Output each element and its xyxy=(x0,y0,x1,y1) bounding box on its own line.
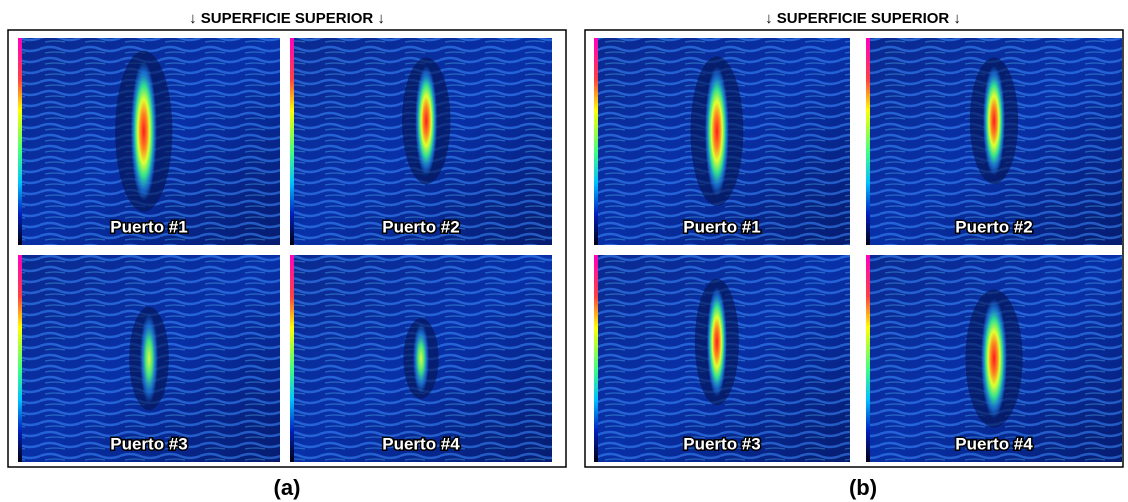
color-bar xyxy=(866,38,870,245)
image-label: Puerto #3 xyxy=(683,434,760,453)
image-label: Puerto #3 xyxy=(110,434,187,453)
panel-caption: (a) xyxy=(274,475,301,500)
image-label: Puerto #4 xyxy=(955,434,1033,453)
hot-spot xyxy=(981,299,1007,419)
figure: ↓ SUPERFICIE SUPERIOR ↓ (a) Puerto #1 Puert… xyxy=(0,0,1128,502)
hot-spot xyxy=(413,324,429,394)
image-label: Puerto #4 xyxy=(382,434,460,453)
heatmap-image: Puerto #3 xyxy=(18,255,280,462)
hot-spot xyxy=(415,66,437,176)
color-bar xyxy=(290,38,294,245)
panel-caption: (b) xyxy=(849,475,877,500)
color-bar xyxy=(866,255,870,462)
heatmap-image: Puerto #2 xyxy=(290,38,552,245)
image-label: Puerto #2 xyxy=(382,217,459,236)
heatmap-image: Puerto #4 xyxy=(290,255,552,462)
heatmap-image: Puerto #3 xyxy=(594,255,850,462)
hot-spot xyxy=(707,287,727,397)
color-bar xyxy=(290,255,294,462)
panel-title: ↓ SUPERFICIE SUPERIOR ↓ xyxy=(189,10,385,27)
heatmap-image: Puerto #2 xyxy=(866,38,1122,245)
image-label: Puerto #1 xyxy=(683,217,760,236)
hot-spot xyxy=(983,66,1005,176)
color-bar xyxy=(18,255,22,462)
hot-spot xyxy=(131,61,157,201)
heatmap-image: Puerto #1 xyxy=(594,38,850,245)
color-bar xyxy=(594,38,598,245)
hot-spot xyxy=(140,314,158,404)
image-label: Puerto #2 xyxy=(955,217,1032,236)
color-bar xyxy=(594,255,598,462)
panel-title: ↓ SUPERFICIE SUPERIOR ↓ xyxy=(765,10,961,27)
image-label: Puerto #1 xyxy=(110,217,187,236)
color-bar xyxy=(18,38,22,245)
hot-spot xyxy=(705,66,729,196)
heatmap-image: Puerto #4 xyxy=(866,255,1122,462)
heatmap-image: Puerto #1 xyxy=(18,38,280,245)
